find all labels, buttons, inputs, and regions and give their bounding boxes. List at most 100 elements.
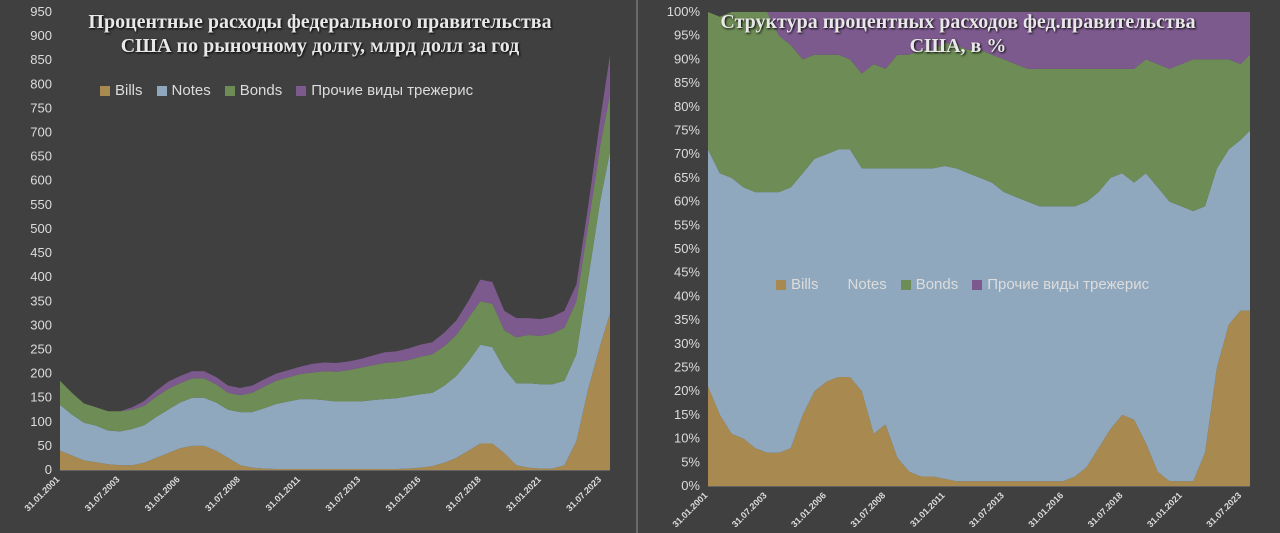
- y-tick-label: 70%: [674, 146, 700, 161]
- y-tick-label: 250: [30, 341, 52, 356]
- legend-label: Bonds: [239, 82, 283, 99]
- y-tick-label: 85%: [674, 75, 700, 90]
- y-tick-label: 900: [30, 28, 52, 43]
- chart-left-title: Процентные расходы федерального правител…: [88, 11, 552, 57]
- x-tick-label: 31.01.2021: [1145, 490, 1184, 529]
- bills-swatch: [100, 85, 110, 96]
- series-other: [708, 12, 1250, 74]
- y-tick-label: 750: [30, 100, 52, 115]
- y-tick-label: 5%: [681, 454, 700, 469]
- series-bonds: [60, 94, 610, 432]
- y-tick-label: 65%: [674, 170, 700, 185]
- y-tick-label: 40%: [674, 288, 700, 303]
- panel-divider: [636, 0, 638, 533]
- legend-item-notes: Notes: [832, 276, 887, 293]
- x-tick-label: 31.07.2008: [848, 490, 887, 529]
- x-tick-label: 31.01.2016: [1026, 490, 1065, 529]
- legend-label: Прочие виды трежерис: [311, 82, 474, 99]
- y-tick-label: 300: [30, 317, 52, 332]
- y-tick-label: 400: [30, 269, 52, 284]
- bills-swatch: [776, 279, 786, 290]
- x-tick-label: 31.07.2013: [967, 490, 1006, 529]
- y-tick-label: 950: [30, 4, 52, 19]
- notes-swatch: [156, 85, 167, 96]
- chart-right-svg: 0% 5% 10% 15% 20% 25% 30% 35% 40% 45% 50% 55% 60% 65%…: [667, 4, 1250, 529]
- x-tick-label: 31.01.2016: [384, 474, 423, 513]
- bonds-swatch: [224, 85, 235, 96]
- y-tick-label: 90%: [674, 51, 700, 66]
- legend-label: Notes: [847, 276, 887, 293]
- series-bonds: [708, 12, 1250, 212]
- y-tick-label: 200: [30, 366, 52, 381]
- chart-right-legend: Bills Notes Bonds Прочие виды трежерис: [776, 276, 1149, 293]
- y-tick-label: 650: [30, 149, 52, 164]
- y-tick-label: 35%: [674, 312, 700, 327]
- legend-label: Bonds: [915, 276, 959, 293]
- x-tick-label: 31.07.2008: [203, 474, 242, 513]
- series-notes: [708, 130, 1250, 482]
- legend-label: Notes: [171, 82, 211, 99]
- x-tick-label: 31.01.2006: [143, 474, 182, 513]
- y-tick-label: 150: [30, 390, 52, 405]
- y-tick-label: 0%: [681, 478, 700, 493]
- x-tick-label: 31.01.2006: [789, 490, 828, 529]
- y-tick-label: 75%: [674, 123, 700, 138]
- bonds-swatch: [900, 279, 911, 290]
- y-tick-label: 80%: [674, 99, 700, 114]
- y-tick-label: 600: [30, 173, 52, 188]
- x-tick-label: 31.07.2018: [1086, 490, 1125, 529]
- x-tick-label: 31.07.2003: [730, 490, 769, 529]
- y-tick-label: 100: [30, 414, 52, 429]
- legend-item-notes: Notes: [156, 82, 211, 99]
- x-tick-label: 31.01.2001: [670, 490, 709, 529]
- y-tick-label: 100%: [667, 4, 701, 19]
- chart-panel-left: 0 50 100 150 200 250 300 350 400 450 500 550 600 650 7…: [0, 0, 636, 533]
- chart-panel-right: 0% 5% 10% 15% 20% 25% 30% 35% 40% 45% 50% 55% 60% 65%…: [638, 0, 1280, 533]
- x-tick-label: 31.01.2021: [504, 474, 543, 513]
- y-tick-label: 50%: [674, 241, 700, 256]
- series-notes: [60, 151, 610, 470]
- y-tick-label: 700: [30, 125, 52, 140]
- x-tick-label: 31.01.2011: [264, 474, 303, 513]
- y-tick-label: 95%: [674, 28, 700, 43]
- y-tick-label: 25%: [674, 360, 700, 375]
- y-tick-label: 20%: [674, 383, 700, 398]
- x-tick-label: 31.07.2013: [323, 474, 362, 513]
- chart-right-title: Структура процентных расходов фед.правит…: [720, 11, 1196, 57]
- y-tick-label: 15%: [674, 407, 700, 422]
- x-tick-label: 31.07.2003: [83, 474, 122, 513]
- y-tick-label: 60%: [674, 194, 700, 209]
- y-tick-label: 30%: [674, 336, 700, 351]
- legend-item-bills: Bills: [776, 276, 819, 293]
- y-tick-label: 45%: [674, 265, 700, 280]
- y-tick-label: 500: [30, 221, 52, 236]
- legend-item-other: Прочие виды трежерис: [296, 82, 473, 99]
- legend-label: Прочие виды трежерис: [987, 276, 1150, 293]
- x-tick-label: 31.01.2001: [22, 474, 61, 513]
- other-swatch: [972, 279, 983, 290]
- series-bills: [708, 310, 1250, 486]
- y-tick-label: 10%: [674, 431, 700, 446]
- y-tick-label: 850: [30, 52, 52, 67]
- x-tick-label: 31.07.2023: [564, 474, 603, 513]
- y-tick-label: 0: [45, 462, 52, 477]
- y-tick-label: 550: [30, 197, 52, 212]
- notes-swatch: [832, 279, 843, 290]
- chart-left-svg: 0 50 100 150 200 250 300 350 400 450 500 550 600 650 7…: [22, 4, 610, 513]
- legend-item-bonds: Bonds: [900, 276, 959, 293]
- legend-item-other: Прочие виды трежерис: [972, 276, 1149, 293]
- chart-left-legend: Bills Notes Bonds Прочие виды трежерис: [100, 82, 473, 99]
- other-swatch: [296, 85, 307, 96]
- x-tick-label: 31.07.2018: [444, 474, 483, 513]
- x-tick-label: 31.01.2011: [908, 490, 947, 529]
- y-tick-label: 450: [30, 245, 52, 260]
- y-tick-label: 50: [38, 438, 52, 453]
- x-tick-label: 31.07.2023: [1204, 490, 1243, 529]
- legend-item-bonds: Bonds: [224, 82, 283, 99]
- legend-label: Bills: [791, 276, 819, 293]
- legend-label: Bills: [115, 82, 143, 99]
- y-tick-label: 55%: [674, 217, 700, 232]
- legend-item-bills: Bills: [100, 82, 143, 99]
- y-tick-label: 800: [30, 76, 52, 91]
- y-tick-label: 350: [30, 293, 52, 308]
